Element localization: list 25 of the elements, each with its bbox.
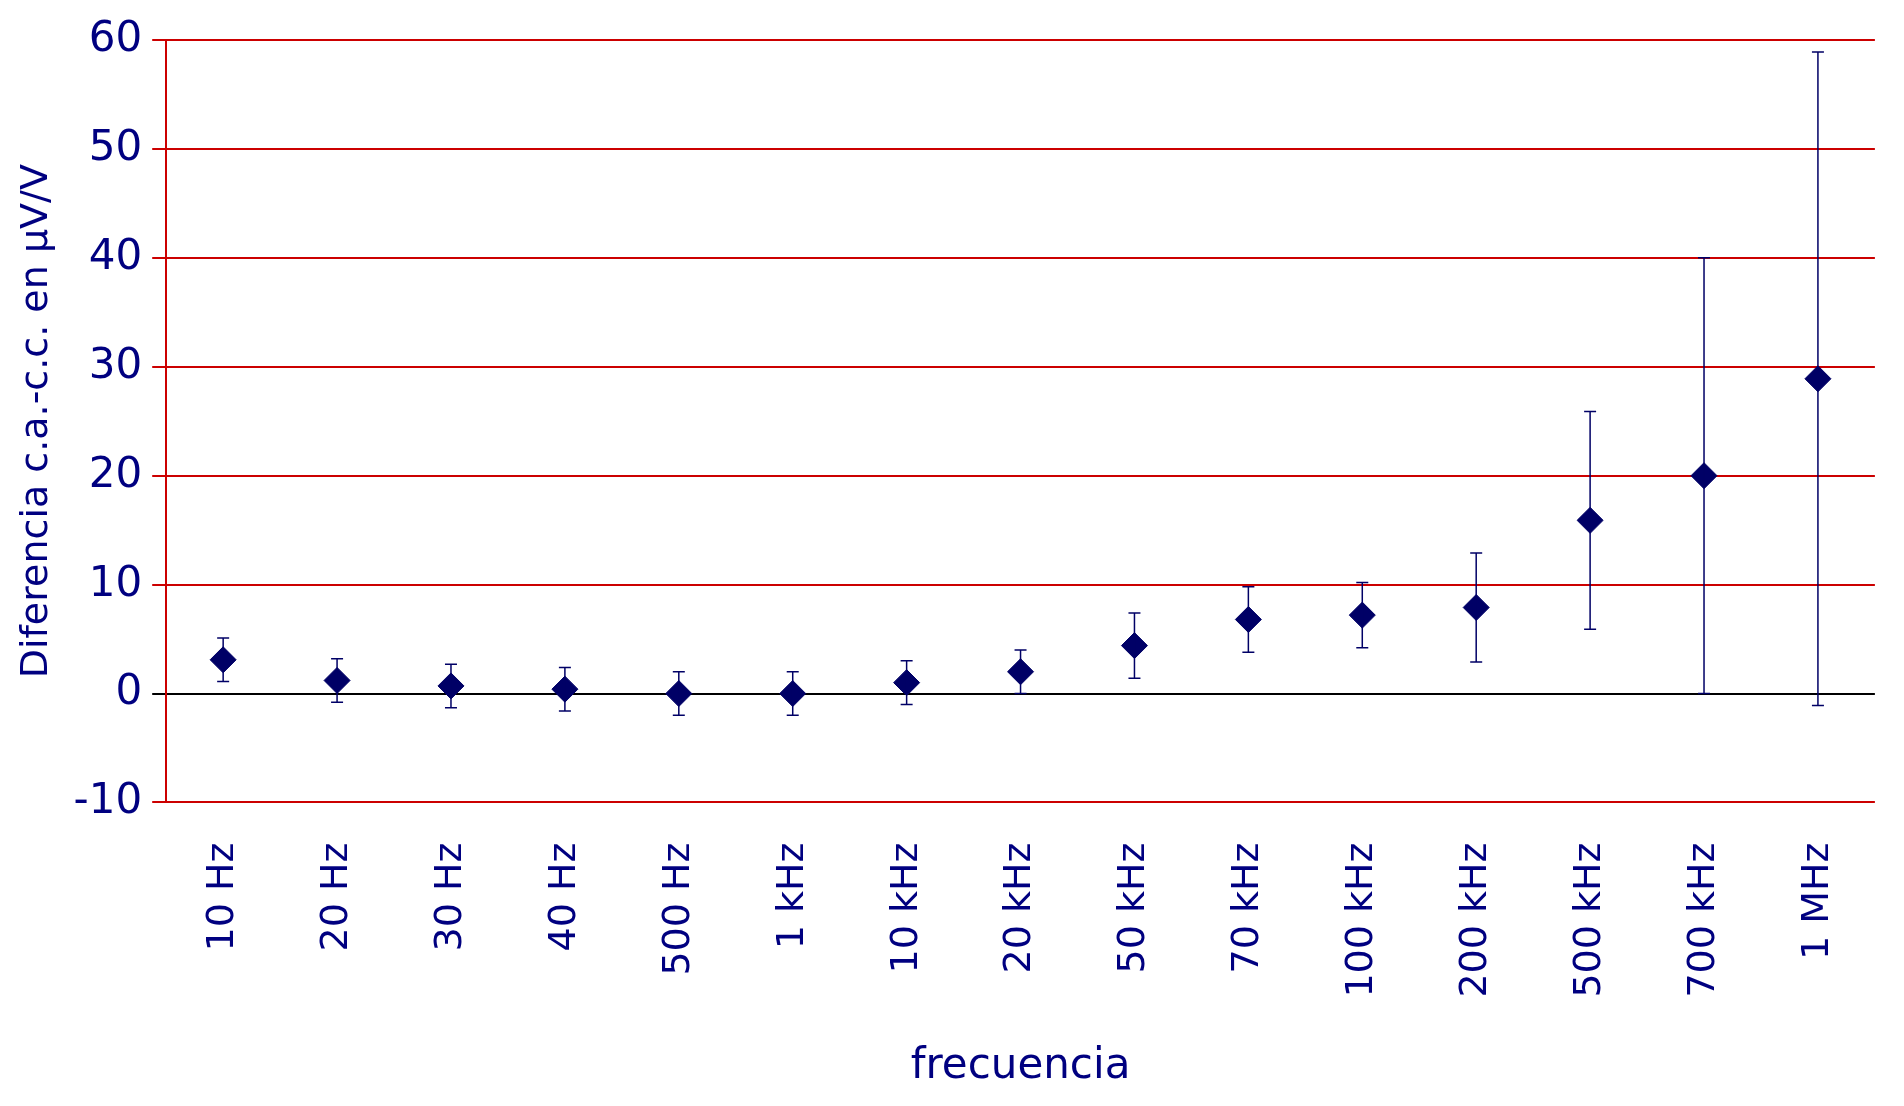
x-tick-label: 700 kHz [1678, 842, 1723, 998]
x-tick-label: 20 Hz [311, 842, 356, 952]
x-tick-label: 1 kHz [767, 842, 812, 950]
x-tick-label: 1 MHz [1792, 842, 1837, 961]
x-tick-label: 10 kHz [881, 842, 926, 974]
x-tick-label: 10 Hz [198, 842, 243, 952]
y-tick-label: -10 [73, 774, 143, 824]
y-tick-label: 10 [88, 556, 143, 606]
x-tick-label: 500 kHz [1564, 842, 1609, 998]
y-tick-label: 0 [115, 665, 143, 715]
x-tick-label: 500 Hz [653, 842, 698, 976]
y-tick-label: 60 [88, 11, 143, 61]
y-tick-label: 40 [88, 229, 143, 279]
x-tick-label: 20 kHz [995, 842, 1040, 974]
x-tick-label: 50 kHz [1109, 842, 1154, 974]
y-axis-title: Diferencia c.a.-c.c. en µV/V [11, 164, 56, 679]
x-axis-title: frecuencia [910, 1038, 1131, 1088]
y-tick-label: 50 [88, 120, 143, 170]
x-tick-label: 70 kHz [1223, 842, 1268, 974]
x-tick-label: 40 Hz [539, 842, 584, 952]
x-tick-label: 30 Hz [425, 842, 470, 952]
y-tick-label: 30 [88, 338, 143, 388]
y-tick-label: 20 [88, 447, 143, 497]
x-tick-label: 200 kHz [1451, 842, 1496, 998]
x-tick-label: 100 kHz [1337, 842, 1382, 998]
